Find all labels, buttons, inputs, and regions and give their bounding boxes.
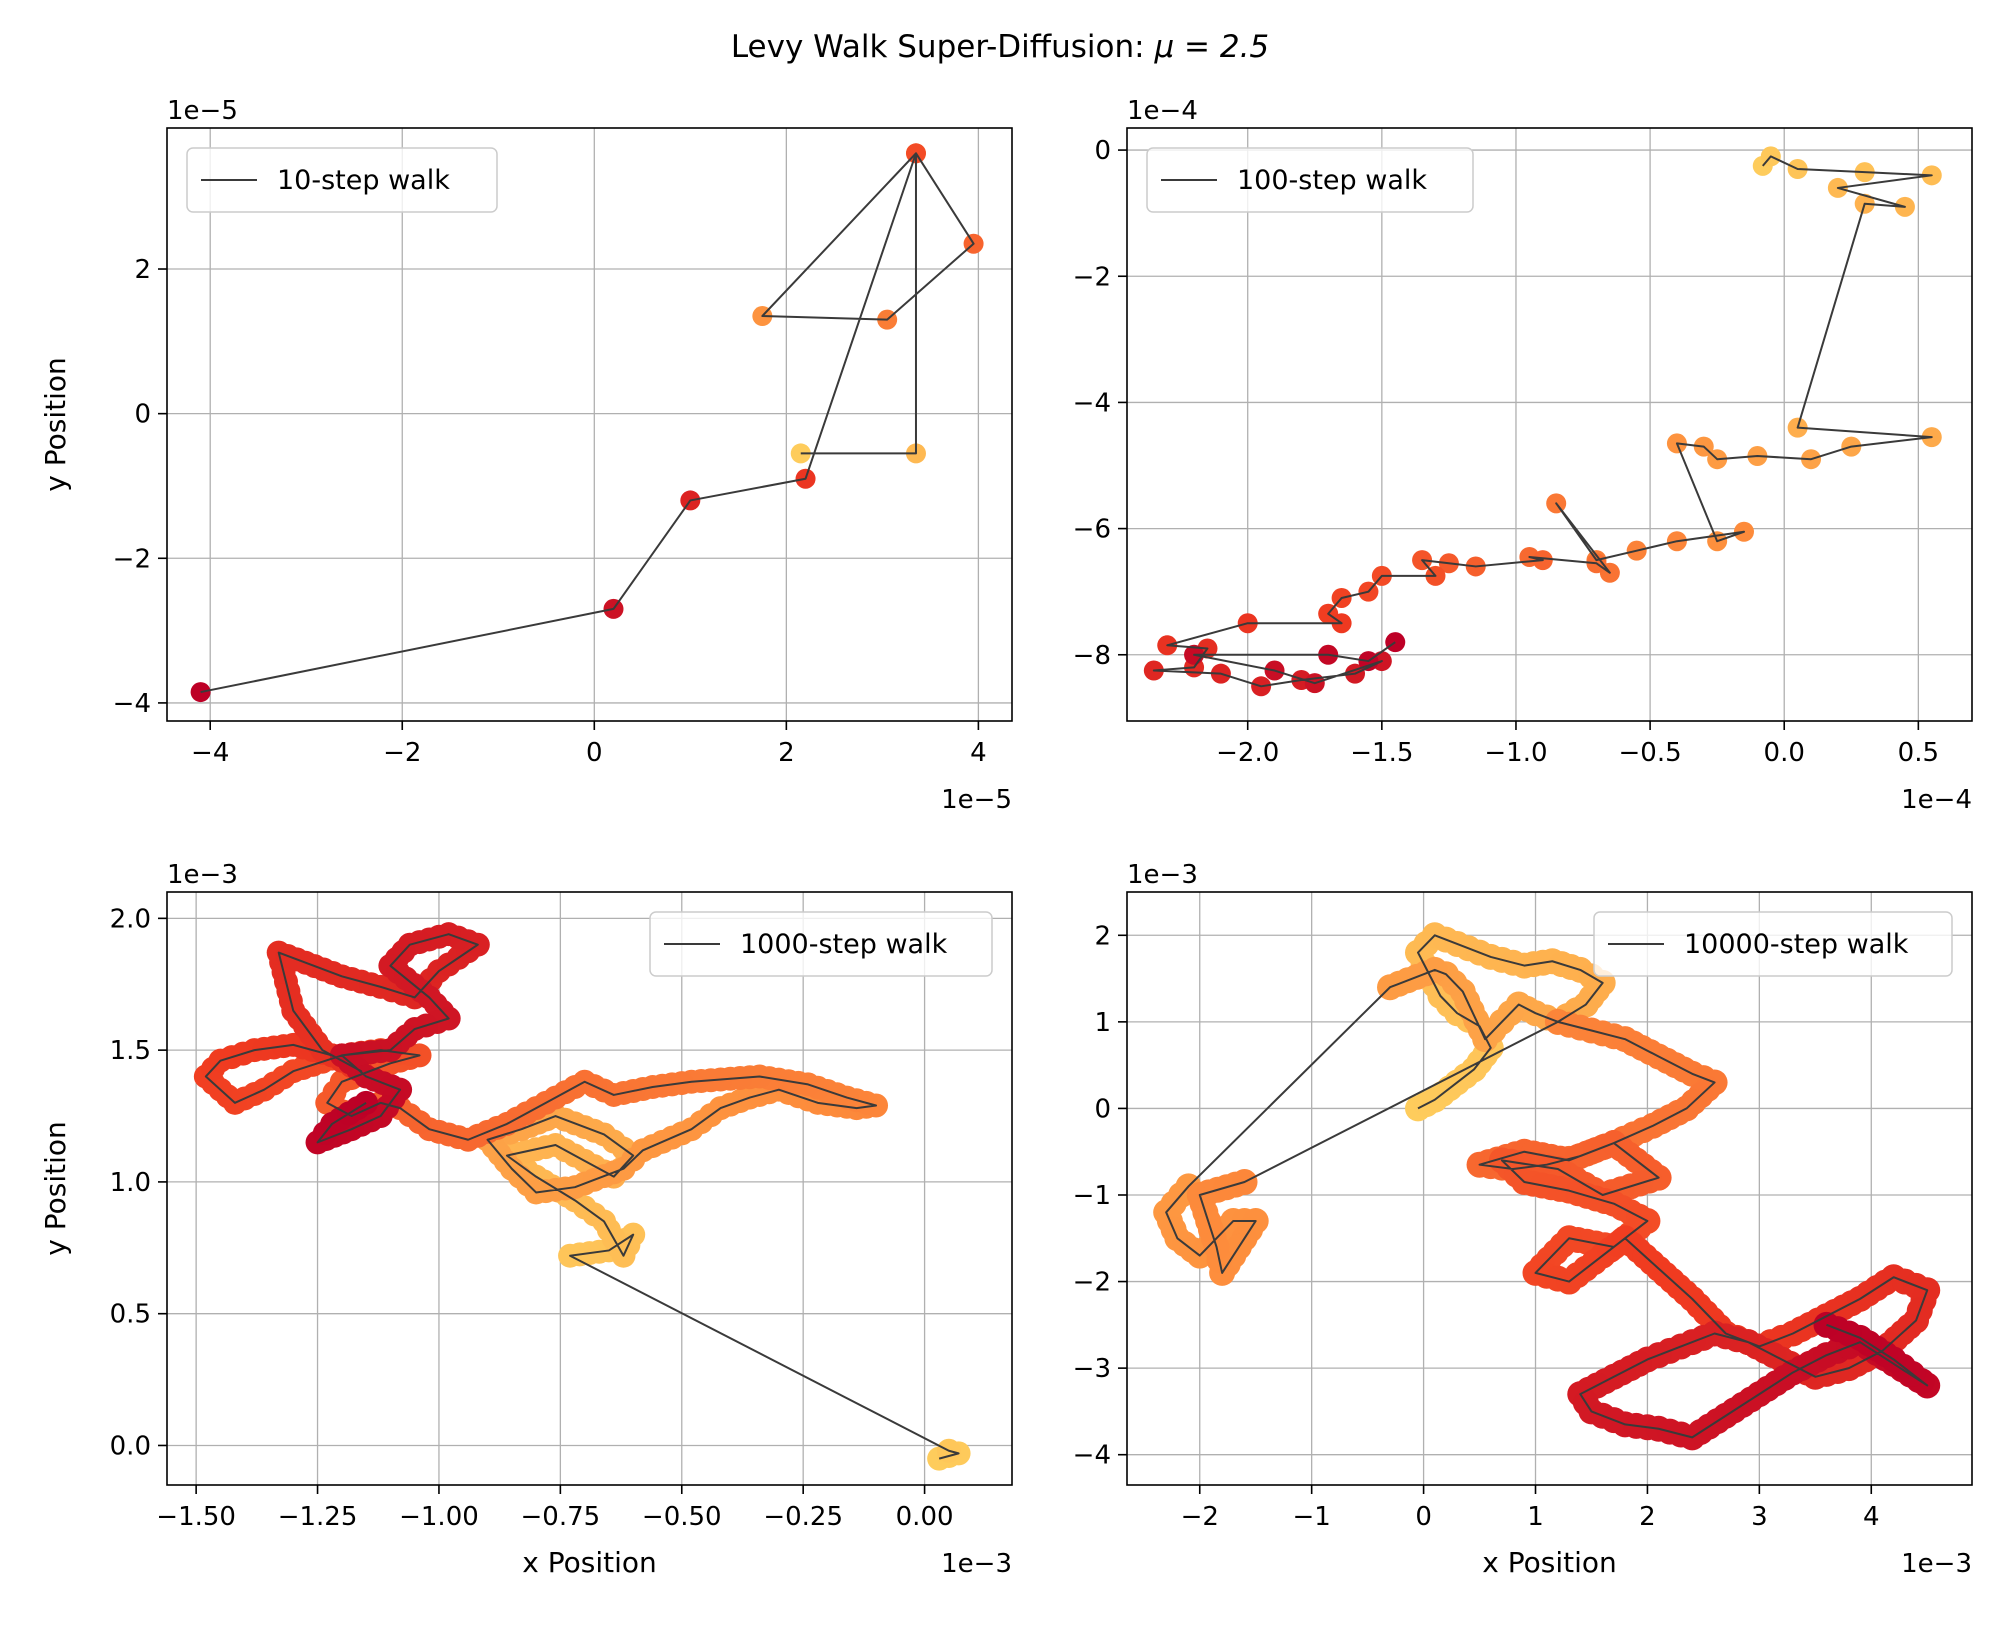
axes-frame <box>1126 891 1973 1486</box>
legend: 10-step walk <box>186 147 498 213</box>
walk-path <box>1152 155 1933 688</box>
x-tick-label: −4 <box>191 738 229 768</box>
legend: 1000-step walk <box>649 911 993 977</box>
panel-1: −4 −2 0 2 4 −4 −2 0 2 1e−5 1e−5 y Position 10-step w… <box>39 96 1013 815</box>
y-tick-label: −2 <box>1073 262 1111 292</box>
y-offset-label: 1e−5 <box>167 96 238 126</box>
x-offset-label: 1e−5 <box>941 785 1012 815</box>
x-axis-label: x Position <box>522 1546 657 1579</box>
y-tick-label: 0 <box>134 400 151 430</box>
legend-box <box>1146 147 1474 213</box>
x-tick-label: −1.00 <box>399 1502 479 1532</box>
legend-label: 1000-step walk <box>740 929 948 960</box>
walk-markers <box>193 922 971 1471</box>
x-tick-label: −1.50 <box>156 1502 236 1532</box>
axes-frame <box>1126 127 1973 722</box>
y-tick-label: 2 <box>1094 921 1111 951</box>
y-tick-label: −6 <box>1073 515 1111 545</box>
y-tick-label: −3 <box>1073 1354 1111 1384</box>
x-tick-label: −2 <box>1181 1502 1219 1532</box>
y-tick-label: 0.5 <box>110 1300 151 1330</box>
figure-title: Levy Walk Super-Diffusion: μ = 2.5 <box>731 29 1269 65</box>
y-tick-label: −4 <box>113 689 151 719</box>
x-tick-label: −0.25 <box>763 1502 843 1532</box>
axes-frame <box>166 891 1013 1486</box>
legend-label: 10000-step walk <box>1684 929 1909 960</box>
legend-box <box>1593 911 1953 977</box>
y-axis-label: y Position <box>39 357 72 492</box>
y-tick-label: 1.0 <box>110 1168 151 1198</box>
x-tick-label: 0 <box>586 738 603 768</box>
axes-frame <box>166 127 1013 722</box>
y-tick-label: −2 <box>1073 1268 1111 1298</box>
y-tick-label: 0.0 <box>110 1431 151 1461</box>
x-axis-label: x Position <box>1482 1546 1617 1579</box>
walk-path <box>204 933 960 1460</box>
x-tick-label: 0.00 <box>896 1502 954 1532</box>
walk-markers <box>190 143 984 703</box>
legend: 100-step walk <box>1146 147 1474 213</box>
y-tick-label: −2 <box>113 544 151 574</box>
x-tick-label: 2 <box>778 738 795 768</box>
legend-label: 100-step walk <box>1237 165 1427 196</box>
x-tick-label: −0.5 <box>1619 738 1682 768</box>
y-tick-label: −8 <box>1073 641 1111 671</box>
x-tick-label: −0.50 <box>642 1502 722 1532</box>
x-offset-label: 1e−3 <box>1901 1549 1972 1579</box>
x-offset-label: 1e−3 <box>941 1549 1012 1579</box>
y-axis-label: y Position <box>39 1121 72 1256</box>
x-tick-label: 3 <box>1751 1502 1768 1532</box>
panel-4: −2 −1 0 1 2 3 4 −4 −3 −2 −1 0 1 2 1e−3 1e−3 x Position 10… <box>1073 860 1973 1579</box>
legend-label: 10-step walk <box>277 165 450 196</box>
y-tick-label: −1 <box>1073 1181 1111 1211</box>
x-tick-label: 2 <box>1639 1502 1656 1532</box>
y-tick-label: 0 <box>1094 136 1111 166</box>
y-tick-label: 0 <box>1094 1094 1111 1124</box>
x-tick-label: −2 <box>383 738 421 768</box>
x-tick-label: 4 <box>970 738 987 768</box>
y-tick-label: 1 <box>1094 1008 1111 1038</box>
y-tick-label: −4 <box>1073 388 1111 418</box>
x-tick-label: −1 <box>1293 1502 1331 1532</box>
legend-box <box>649 911 993 977</box>
x-offset-label: 1e−4 <box>1901 785 1972 815</box>
y-tick-label: 2.0 <box>110 904 151 934</box>
x-tick-label: −0.75 <box>521 1502 601 1532</box>
y-tick-label: 1.5 <box>110 1036 151 1066</box>
legend-box <box>186 147 498 213</box>
panel-2: −2.0 −1.5 −1.0 −0.5 0.0 0.5 −8 −6 −4 −2 0 1e−4 1e−4 1… <box>1073 96 1973 815</box>
x-tick-label: −2.0 <box>1216 738 1279 768</box>
y-offset-label: 1e−3 <box>1127 860 1198 890</box>
x-tick-label: 0 <box>1415 1502 1432 1532</box>
walk-path <box>1165 934 1929 1439</box>
y-offset-label: 1e−3 <box>167 860 238 890</box>
x-tick-label: −1.5 <box>1350 738 1413 768</box>
panel-3: −1.50 −1.25 −1.00 −0.75 −0.50 −0.25 0.00 0.0 0.5… <box>39 860 1013 1579</box>
walk-markers <box>1153 922 1941 1451</box>
x-tick-label: 0.0 <box>1764 738 1805 768</box>
x-tick-label: −1.0 <box>1484 738 1547 768</box>
walk-markers <box>1143 146 1942 697</box>
y-tick-label: −4 <box>1073 1441 1111 1471</box>
y-offset-label: 1e−4 <box>1127 96 1198 126</box>
x-tick-label: 1 <box>1527 1502 1544 1532</box>
x-tick-label: 0.5 <box>1898 738 1939 768</box>
y-tick-label: 2 <box>134 255 151 285</box>
legend: 10000-step walk <box>1593 911 1953 977</box>
walk-path <box>200 152 975 694</box>
x-tick-label: −1.25 <box>278 1502 358 1532</box>
x-tick-label: 4 <box>1863 1502 1880 1532</box>
